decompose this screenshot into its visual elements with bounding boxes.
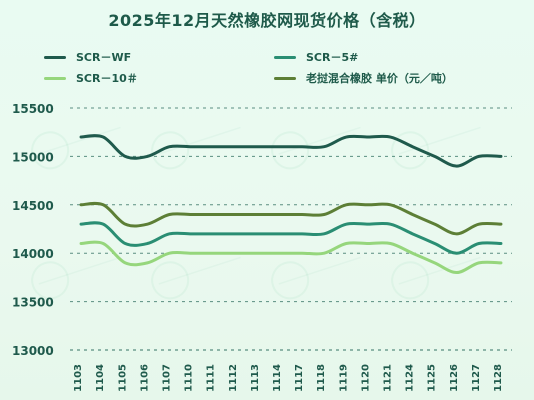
x-tick-label-1107: 1107 [161,364,172,392]
x-tick-label-1105: 1105 [117,364,128,392]
watermark-mark-3 [391,126,481,170]
series-line-1 [79,221,503,255]
x-tick-label-1120: 1120 [360,364,371,392]
watermark-mark-2 [271,126,361,170]
watermark-stroke-5 [158,256,241,285]
chart-title: 2025年12月天然橡胶网现货价格（含税） [108,11,426,30]
x-tick-label-1106: 1106 [139,364,150,392]
x-tick-label-1112: 1112 [228,364,239,392]
x-tick-label-1104: 1104 [95,364,106,392]
x-tick-label-1119: 1119 [338,364,349,392]
watermark-stroke-2 [278,126,361,155]
watermark-stroke-3 [398,126,481,155]
watermark-mark-4 [31,256,121,300]
legend-swatch-scr-5 [274,56,296,59]
watermark-stroke-6 [278,256,361,285]
x-tick-label-1110: 1110 [184,364,195,392]
x-tick-label-1128: 1128 [493,364,504,392]
y-tick-label-15000: 15000 [12,150,54,164]
legend-swatch-scr-wf [44,56,66,59]
x-tick-label-1124: 1124 [405,364,416,392]
legend-item-scr-5: SCR－5# [274,48,494,66]
x-tick-label-1121: 1121 [382,364,393,392]
x-tick-label-1113: 1113 [250,364,261,392]
x-tick-label-1117: 1117 [294,364,305,392]
legend-label-laos-mixed-rubber: 老挝混合橡胶 单价（元／吨） [306,72,453,85]
x-tick-label-1127: 1127 [471,364,482,392]
watermark-circle-5 [151,261,190,300]
watermark-mark-7 [391,256,481,300]
x-tick-label-1111: 1111 [206,364,217,392]
y-tick-label-14500: 14500 [12,199,54,213]
x-tick-label-1118: 1118 [316,364,327,392]
watermark-stroke-1 [158,126,241,155]
axis-layer: 13000 13500 14000 14500 15000 15500 1103 1104 11… [12,102,512,392]
watermark-mark-0 [31,126,121,170]
legend-item-laos-mixed-rubber: 老挝混合橡胶 单价（元／吨） [274,69,514,87]
y-tick-label-13500: 13500 [12,296,54,310]
series-line-3 [79,201,503,236]
watermark-stroke-7 [398,256,481,285]
watermark-mark-1 [151,126,241,170]
legend-swatch-laos-mixed-rubber [274,77,296,80]
x-tick-label-1114: 1114 [272,364,283,392]
y-tick-label-15500: 15500 [12,102,54,116]
watermark-stroke-4 [38,256,121,285]
x-tick-label-1126: 1126 [449,364,460,392]
watermark-circle-6 [271,261,310,300]
watermark-mark-5 [151,256,241,300]
watermark-layer [31,126,481,300]
watermark-circle-3 [391,131,430,170]
watermark-mark-6 [271,256,361,300]
watermark-stroke-0 [38,126,121,155]
legend-label-scr-10: SCR－10＃ [76,72,138,85]
legend-item-scr-wf: SCR－WF [44,48,244,66]
watermark-circle-4 [31,261,70,300]
legend-label-scr-wf: SCR－WF [76,51,132,64]
y-tick-label-14000: 14000 [12,247,54,261]
x-tick-label-1125: 1125 [427,364,438,392]
series-line-0 [79,134,503,168]
watermark-circle-2 [271,131,310,170]
legend-label-scr-5: SCR－5# [306,51,359,64]
legend-item-scr-10: SCR－10＃ [44,69,244,87]
watermark-circle-7 [391,261,430,300]
legend-swatch-scr-10 [44,77,66,80]
y-tick-label-13000: 13000 [12,344,54,358]
x-tick-label-1103: 1103 [73,364,84,392]
watermark-circle-0 [31,131,70,170]
series-line-2 [79,240,503,275]
series-layer [79,134,503,275]
